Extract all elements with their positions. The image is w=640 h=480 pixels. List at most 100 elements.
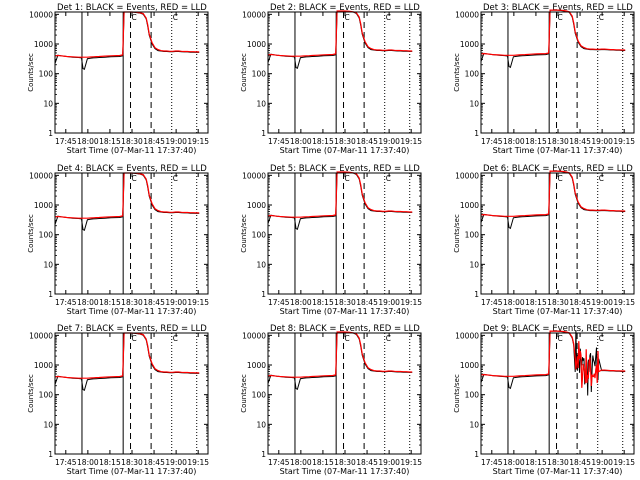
marker-label: C — [345, 174, 350, 183]
y-tick-label: 10000 — [455, 10, 479, 19]
x-tick-label: 18:45 — [569, 458, 591, 467]
x-tick-label: 18:30 — [547, 458, 569, 467]
x-tick-label: 18:45 — [356, 298, 378, 307]
detector-panel-3: Det 3: BLACK = Events, RED = LLD 1 10 100 10… — [453, 3, 635, 155]
x-tick-label: 17:45 — [481, 137, 503, 146]
x-tick-label: 19:15 — [613, 458, 635, 467]
y-tick-label: 100 — [465, 70, 480, 79]
panel-title: Det 4: BLACK = Events, RED = LLD — [57, 164, 207, 174]
marker-label: C — [599, 334, 604, 343]
x-tick-label: 18:45 — [569, 298, 591, 307]
y-tick-label: 1 — [261, 450, 266, 459]
x-tick-label: 19:00 — [591, 298, 613, 307]
x-tick-label: 19:15 — [187, 298, 209, 307]
x-tick-label: 18:30 — [334, 137, 356, 146]
x-tick-label: 19:00 — [378, 137, 400, 146]
y-axis-label: Counts/sec — [240, 53, 248, 92]
x-tick-label: 18:30 — [121, 298, 143, 307]
y-tick-label: 1000 — [34, 201, 53, 210]
panel-frame — [54, 172, 209, 295]
x-tick-label: 18:15 — [312, 298, 334, 307]
x-tick-label: 17:45 — [268, 458, 290, 467]
y-tick-label: 100 — [39, 70, 54, 79]
y-tick-label: 10 — [43, 260, 53, 269]
x-tick-label: 18:15 — [99, 458, 121, 467]
x-tick-label: 17:45 — [268, 137, 290, 146]
panel-frame — [267, 172, 422, 295]
x-axis-label: Start Time (07-Mar-11 17:37:40) — [280, 467, 410, 476]
y-tick-label: 10000 — [242, 331, 266, 340]
y-tick-label: 10 — [469, 99, 479, 108]
x-tick-label: 18:30 — [121, 458, 143, 467]
marker-label: C — [173, 174, 178, 183]
detector-panel-8: Det 8: BLACK = Events, RED = LLD 1 10 100 10… — [240, 324, 422, 476]
x-tick-label: 18:45 — [143, 298, 165, 307]
y-axis-label: Counts/sec — [27, 53, 35, 92]
x-tick-label: 19:00 — [165, 137, 187, 146]
detector-panel-4: Det 4: BLACK = Events, RED = LLD 1 10 100 10… — [27, 164, 209, 316]
y-tick-label: 10 — [469, 260, 479, 269]
marker-label: C — [386, 174, 391, 183]
marker-label: C — [558, 13, 563, 22]
y-axis-label: Counts/sec — [27, 214, 35, 253]
y-axis-label: Counts/sec — [27, 374, 35, 413]
panel-title: Det 5: BLACK = Events, RED = LLD — [270, 164, 420, 174]
x-tick-label: 19:00 — [378, 458, 400, 467]
y-axis-label: Counts/sec — [240, 214, 248, 253]
y-tick-label: 1 — [261, 129, 266, 138]
y-tick-label: 1 — [474, 129, 479, 138]
series-lld-line — [267, 171, 413, 218]
y-axis-label: Counts/sec — [453, 53, 461, 92]
y-tick-label: 10000 — [455, 331, 479, 340]
detector-panel-7: Det 7: BLACK = Events, RED = LLD 1 10 100 10… — [27, 324, 209, 476]
y-tick-label: 1 — [48, 450, 53, 459]
detector-panel-5: Det 5: BLACK = Events, RED = LLD 1 10 100 10… — [240, 164, 422, 316]
x-tick-label: 17:45 — [55, 298, 77, 307]
x-tick-label: 18:15 — [525, 458, 547, 467]
x-tick-label: 19:00 — [591, 458, 613, 467]
x-tick-label: 18:15 — [525, 137, 547, 146]
y-tick-label: 10000 — [242, 171, 266, 180]
x-tick-label: 18:00 — [77, 137, 99, 146]
x-tick-label: 18:15 — [312, 137, 334, 146]
panel-title: Det 2: BLACK = Events, RED = LLD — [270, 3, 420, 13]
x-axis-label: Start Time (07-Mar-11 17:37:40) — [493, 146, 623, 155]
series-lld-line — [480, 170, 626, 217]
x-tick-label: 18:00 — [503, 137, 525, 146]
marker-label: C — [345, 334, 350, 343]
x-tick-label: 19:00 — [165, 298, 187, 307]
x-tick-label: 18:45 — [569, 137, 591, 146]
y-tick-label: 1000 — [247, 201, 266, 210]
panel-title: Det 1: BLACK = Events, RED = LLD — [57, 3, 207, 13]
y-tick-label: 10000 — [29, 171, 53, 180]
x-tick-label: 18:30 — [121, 137, 143, 146]
panel-frame — [54, 11, 209, 134]
x-tick-label: 18:15 — [525, 298, 547, 307]
y-tick-label: 1000 — [460, 40, 479, 49]
panel-frame — [480, 11, 635, 134]
x-tick-label: 18:00 — [77, 458, 99, 467]
detector-panel-2: Det 2: BLACK = Events, RED = LLD 1 10 100 10… — [240, 3, 422, 155]
y-tick-label: 1 — [474, 450, 479, 459]
y-tick-label: 1000 — [460, 361, 479, 370]
y-tick-label: 10 — [256, 260, 266, 269]
y-tick-label: 1000 — [247, 40, 266, 49]
marker-label: C — [558, 174, 563, 183]
y-tick-label: 1 — [474, 290, 479, 299]
y-tick-label: 10000 — [29, 10, 53, 19]
x-tick-label: 18:15 — [312, 458, 334, 467]
y-axis-label: Counts/sec — [240, 374, 248, 413]
y-tick-label: 100 — [39, 231, 54, 240]
x-tick-label: 19:15 — [187, 137, 209, 146]
x-tick-label: 18:15 — [99, 298, 121, 307]
x-tick-label: 19:15 — [613, 298, 635, 307]
y-tick-label: 1000 — [460, 201, 479, 210]
x-tick-label: 18:00 — [290, 137, 312, 146]
series-lld-line — [480, 330, 626, 388]
x-tick-label: 18:15 — [99, 137, 121, 146]
x-tick-label: 18:00 — [290, 458, 312, 467]
x-axis-label: Start Time (07-Mar-11 17:37:40) — [67, 467, 197, 476]
x-tick-label: 19:15 — [187, 458, 209, 467]
detector-panel-6: Det 6: BLACK = Events, RED = LLD 1 10 100 10… — [453, 164, 635, 316]
x-tick-label: 17:45 — [55, 458, 77, 467]
